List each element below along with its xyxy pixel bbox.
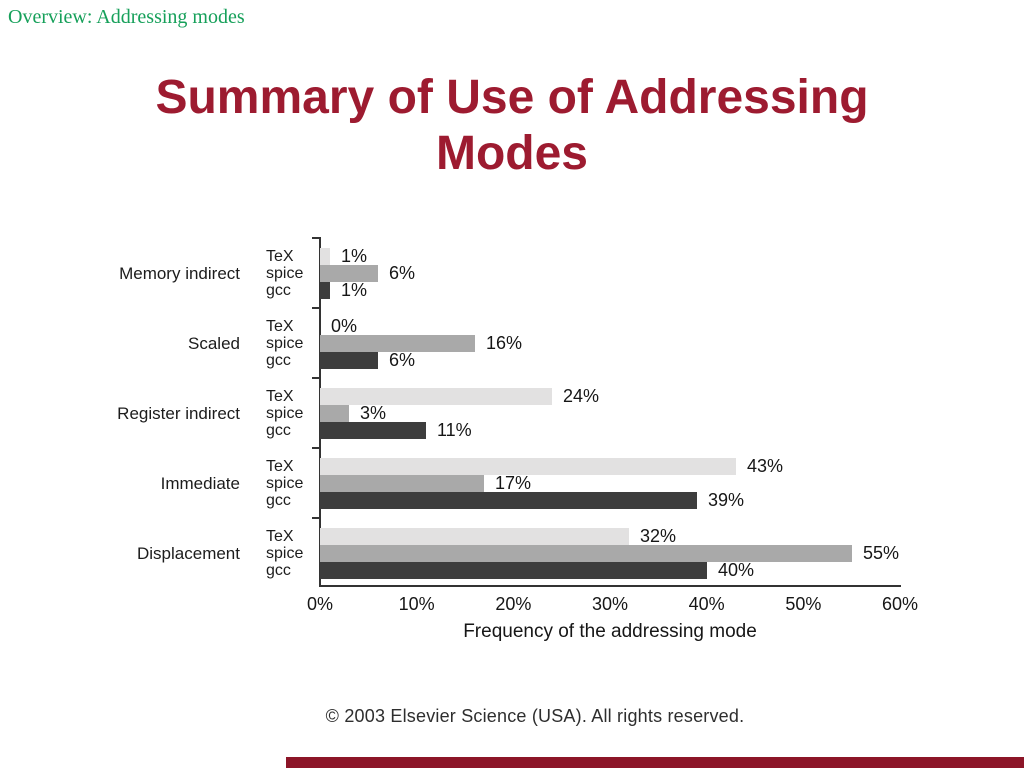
x-axis-line — [319, 585, 901, 587]
x-tick-label: 0% — [306, 594, 333, 614]
series-label: TeX — [266, 248, 294, 265]
value-label: 32% — [640, 526, 677, 546]
series-label: gcc — [266, 282, 291, 299]
bar-tex — [320, 388, 552, 405]
footer-accent-bar — [286, 757, 1024, 768]
series-label: spice — [266, 265, 304, 282]
value-label: 40% — [718, 560, 755, 580]
axis-tick — [312, 377, 320, 379]
series-label: TeX — [266, 458, 294, 475]
value-label: 11% — [437, 420, 472, 440]
category-label: Memory indirect — [119, 263, 240, 283]
bar-spice — [320, 545, 852, 562]
axis-tick — [312, 307, 320, 309]
bar-spice — [320, 405, 349, 422]
x-tick-label: 60% — [881, 594, 919, 614]
value-label: 55% — [863, 543, 900, 563]
bar-spice — [320, 335, 475, 352]
series-label: spice — [266, 475, 304, 492]
bar-tex — [320, 248, 330, 265]
value-label: 1% — [341, 280, 368, 300]
category-label: Immediate — [160, 473, 240, 493]
x-tick-label: 30% — [591, 594, 629, 614]
series-label: gcc — [266, 562, 291, 579]
value-label: 3% — [360, 403, 387, 423]
value-label: 24% — [563, 386, 600, 406]
bar-spice — [320, 265, 378, 282]
series-label: spice — [266, 545, 304, 562]
category-label: Displacement — [137, 543, 240, 563]
series-label: gcc — [266, 352, 291, 369]
value-label: 0% — [331, 316, 358, 336]
series-label: gcc — [266, 492, 291, 509]
addressing-modes-bar-chart: Memory indirect TeX 1% spice 6% gcc 1% Scaled Te… — [0, 228, 1024, 658]
axis-tick — [312, 517, 320, 519]
bar-gcc — [320, 282, 330, 299]
category-label: Register indirect — [117, 403, 240, 423]
bar-spice — [320, 475, 484, 492]
bar-gcc — [320, 352, 378, 369]
copyright-text: © 2003 Elsevier Science (USA). All right… — [325, 706, 745, 726]
bar-gcc — [320, 562, 707, 579]
x-tick-label: 50% — [785, 594, 822, 614]
value-label: 39% — [708, 490, 745, 510]
title-line-2: Modes — [435, 127, 588, 180]
value-label: 16% — [486, 333, 523, 353]
x-tick-label: 40% — [688, 594, 725, 614]
axis-tick — [312, 237, 320, 239]
x-axis-label: Frequency of the addressing mode — [463, 621, 757, 642]
bar-gcc — [320, 492, 697, 509]
bar-tex — [320, 458, 736, 475]
x-tick-label: 20% — [495, 594, 532, 614]
series-label: TeX — [266, 318, 294, 335]
series-label: gcc — [266, 422, 291, 439]
value-label: 6% — [389, 263, 416, 283]
series-label: spice — [266, 335, 304, 352]
page-title: Summary of Use of Addressing Modes — [0, 70, 1024, 182]
value-label: 43% — [747, 456, 784, 476]
series-label: TeX — [266, 528, 294, 545]
series-label: spice — [266, 405, 304, 422]
category-label: Scaled — [188, 333, 240, 353]
value-label: 6% — [389, 350, 416, 370]
bar-gcc — [320, 422, 426, 439]
series-label: TeX — [266, 388, 294, 405]
x-tick-label: 10% — [398, 594, 435, 614]
value-label: 17% — [495, 473, 532, 493]
breadcrumb: Overview: Addressing modes — [8, 6, 245, 28]
axis-tick — [312, 447, 320, 449]
title-line-1: Summary of Use of Addressing — [155, 71, 869, 124]
bar-tex — [320, 528, 629, 545]
value-label: 1% — [341, 246, 368, 266]
